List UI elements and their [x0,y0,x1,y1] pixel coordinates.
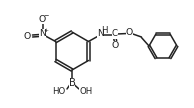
Text: B: B [68,78,75,87]
Text: +: + [43,28,48,33]
Text: −: − [44,13,49,18]
Text: OH: OH [79,87,93,97]
Text: O: O [24,32,31,41]
Text: N: N [97,29,104,38]
Text: O: O [112,40,119,49]
Text: O: O [126,28,133,37]
Text: N: N [39,29,46,37]
Text: HO: HO [52,87,66,97]
Text: H: H [101,26,108,35]
Text: O: O [39,15,46,24]
Text: C: C [112,29,118,38]
